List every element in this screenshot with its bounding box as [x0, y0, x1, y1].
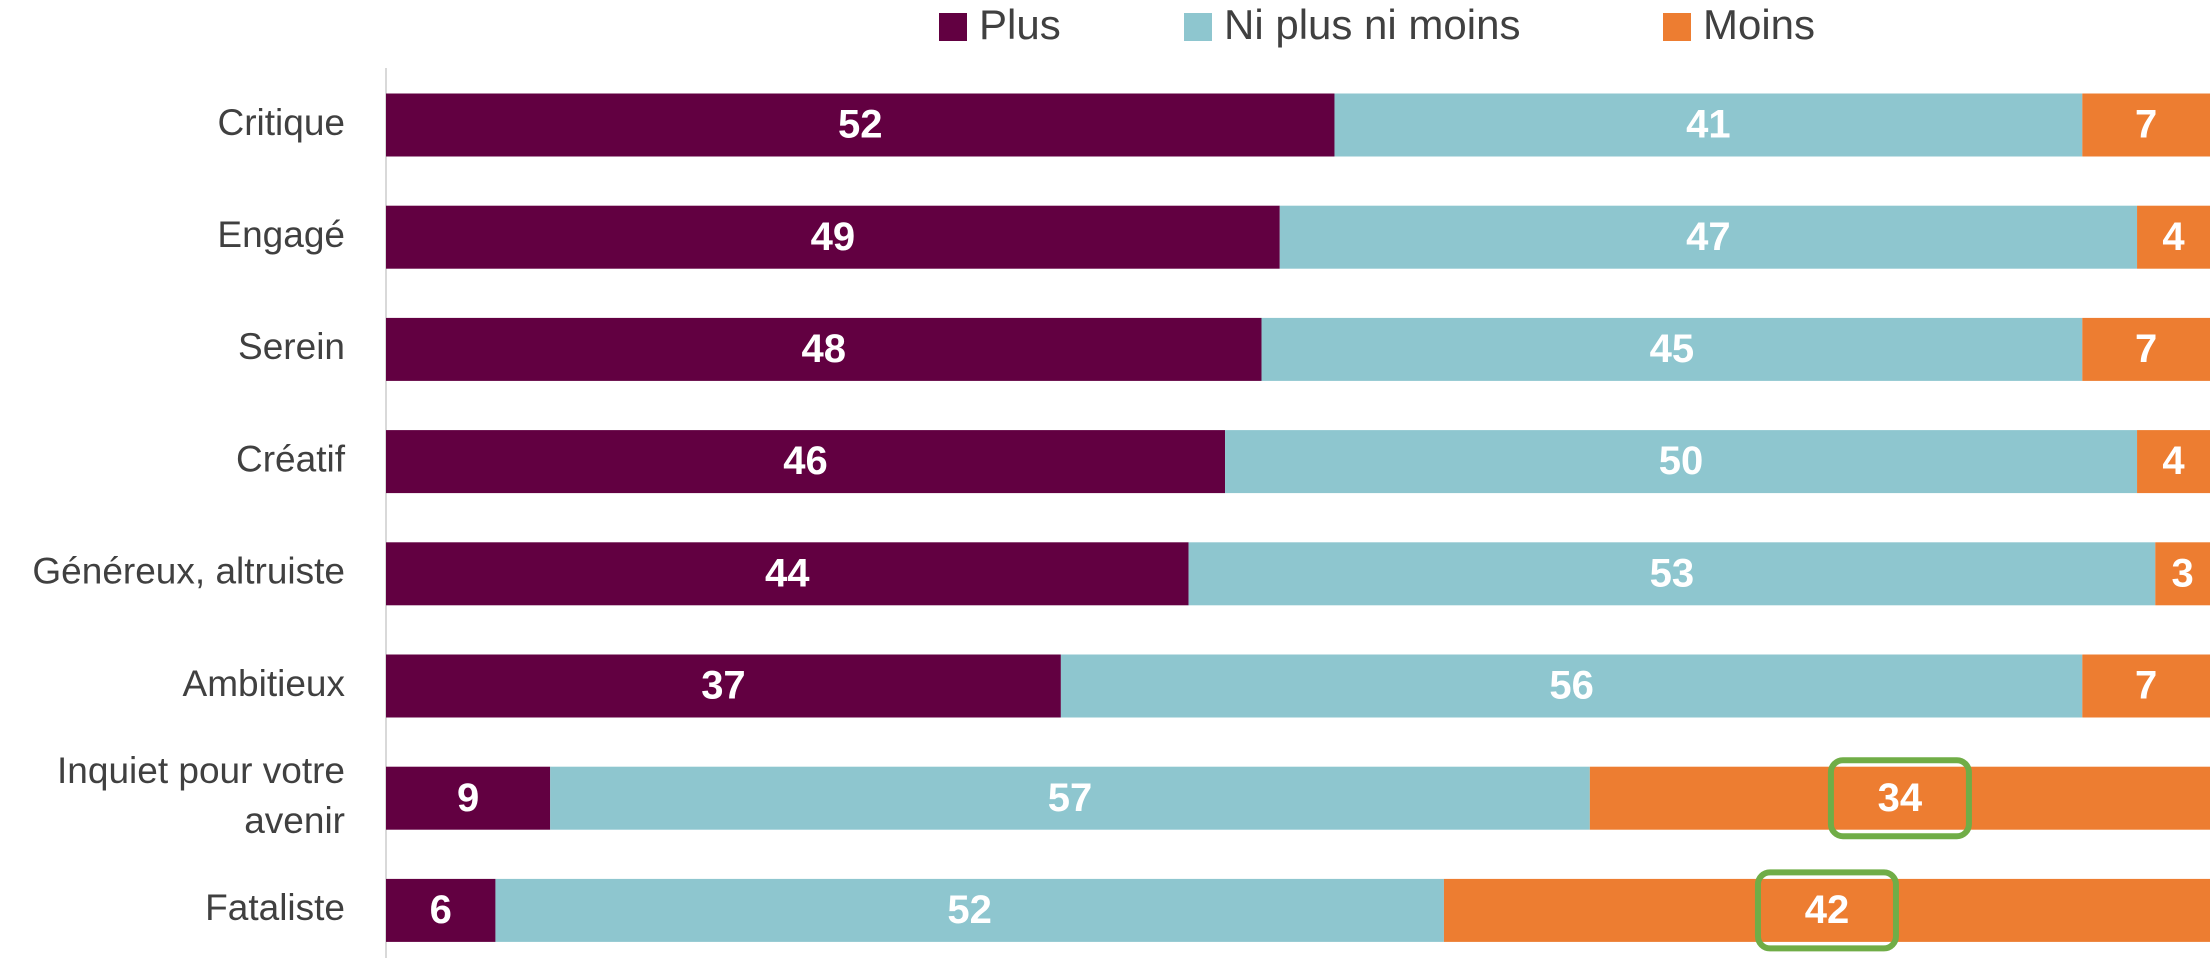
- bar-segment: [1279, 205, 2138, 269]
- bar-segment: [386, 430, 1226, 494]
- category-label: Inquiet pour votre avenir: [57, 750, 345, 841]
- bar-segment: [1225, 430, 2138, 494]
- value-label: 7: [2135, 327, 2157, 371]
- value-label: 52: [947, 888, 992, 932]
- category-label: Ambitieux: [183, 663, 346, 704]
- bar-segment: [2082, 93, 2210, 157]
- highlight-box: [1754, 869, 1899, 952]
- bar-segment: [386, 317, 1262, 381]
- value-label: 7: [2135, 103, 2157, 147]
- value-label: 47: [1686, 215, 1731, 259]
- value-label: 53: [1650, 551, 1695, 595]
- bar-segment: [1060, 654, 2083, 718]
- legend-label: Ni plus ni moins: [1224, 1, 1520, 48]
- legend-swatch: [939, 13, 967, 41]
- value-label: 44: [765, 551, 810, 595]
- value-label: 56: [1549, 664, 1594, 708]
- value-label: 50: [1659, 439, 1704, 483]
- bar-segment: [1589, 766, 2210, 830]
- value-label: 57: [1048, 776, 1093, 820]
- value-label: 48: [802, 327, 847, 371]
- value-label: 52: [838, 103, 883, 147]
- category-label: Créatif: [236, 438, 346, 479]
- value-label: 45: [1650, 327, 1695, 371]
- legend-label: Plus: [979, 1, 1061, 48]
- bar-segment: [386, 766, 551, 830]
- bar-segment: [550, 766, 1590, 830]
- category-label: Serein: [238, 326, 345, 367]
- bar-segment: [386, 878, 496, 942]
- value-label: 4: [2162, 215, 2185, 259]
- category-label: Engagé: [217, 214, 345, 255]
- bar-segment: [2137, 430, 2210, 494]
- value-label: 37: [701, 664, 746, 708]
- value-label: 49: [811, 215, 856, 259]
- bar-segment: [2155, 542, 2210, 606]
- bar-segment: [386, 654, 1061, 718]
- bar-segment: [386, 542, 1189, 606]
- category-label: Généreux, altruiste: [32, 551, 345, 592]
- category-label: Fataliste: [205, 887, 345, 928]
- bar-segment: [2137, 205, 2210, 269]
- bar-segment: [386, 205, 1280, 269]
- legend-swatch: [1184, 13, 1212, 41]
- bar-segment: [1334, 93, 2083, 157]
- value-label: 7: [2135, 664, 2157, 708]
- value-label: 9: [457, 776, 479, 820]
- bar-segment: [2082, 654, 2210, 718]
- value-label: 4: [2162, 439, 2185, 483]
- value-label: 3: [2172, 551, 2194, 595]
- value-label: 34: [1878, 776, 1923, 820]
- legend-label: Moins: [1703, 1, 1815, 48]
- bar-segment: [2082, 317, 2210, 381]
- bar-segment: [386, 93, 1335, 157]
- bar-segment: [1443, 878, 2210, 942]
- value-label: 41: [1686, 103, 1731, 147]
- bar-segment: [1261, 317, 2083, 381]
- bar-segment: [495, 878, 1444, 942]
- value-label: 46: [783, 439, 828, 483]
- category-label: Critique: [218, 102, 346, 143]
- highlight-box: [1827, 757, 1972, 840]
- value-label: 6: [430, 888, 452, 932]
- legend-swatch: [1663, 13, 1691, 41]
- bar-segment: [1188, 542, 2156, 606]
- value-label: 42: [1805, 888, 1850, 932]
